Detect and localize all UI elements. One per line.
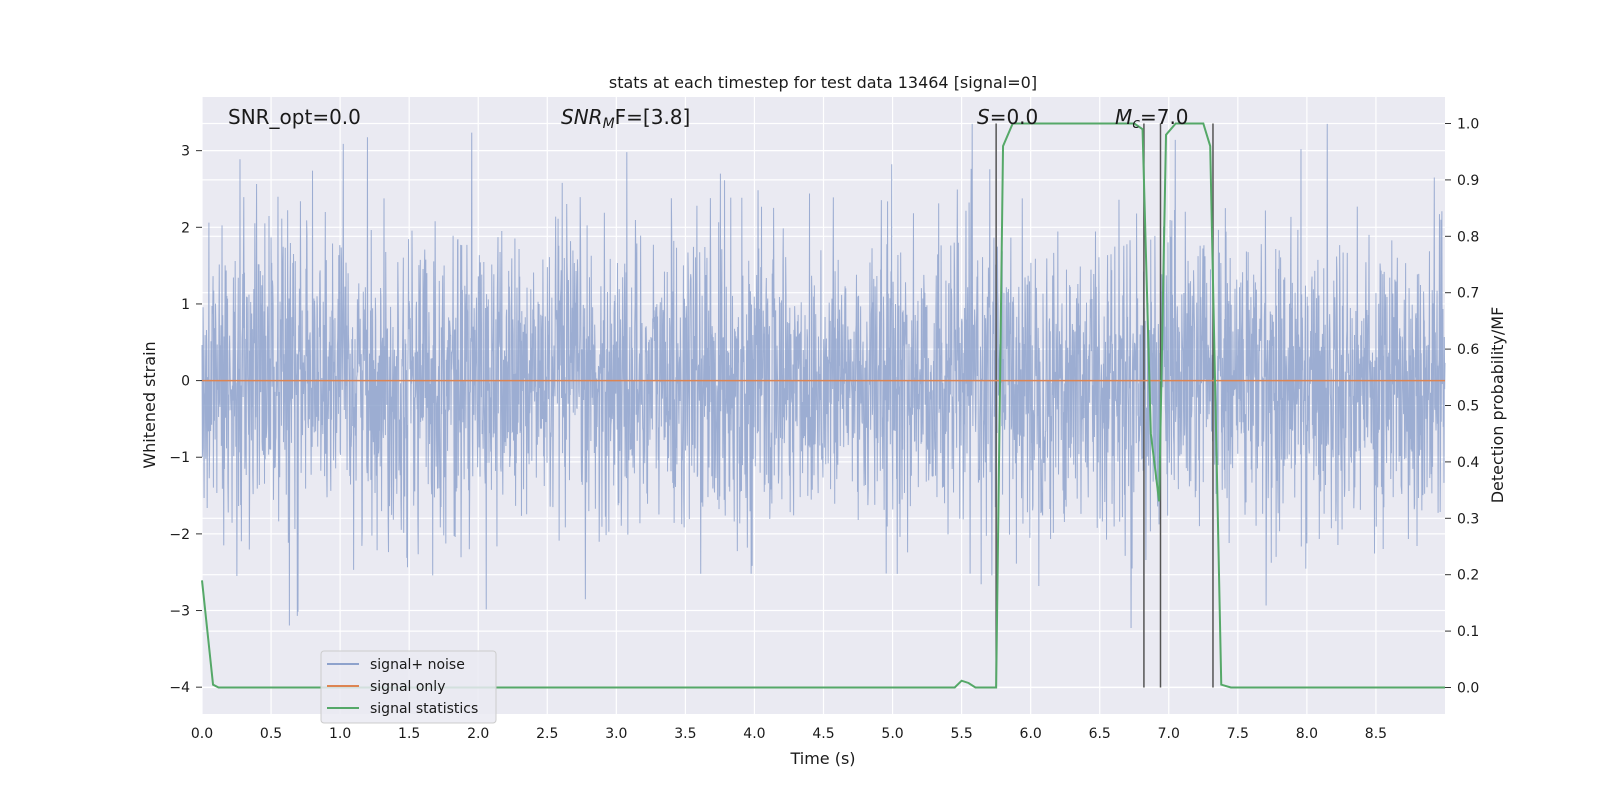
signal-statistics-line bbox=[201, 122, 1445, 689]
y-axis-left-label: Whitened strain bbox=[140, 341, 159, 468]
x-tick-label: 3.5 bbox=[674, 726, 696, 742]
annotation-snr-opt: SNR_opt=0.0 bbox=[228, 105, 361, 129]
x-tick-label: 6.0 bbox=[1020, 726, 1042, 742]
x-tick-label: 2.5 bbox=[536, 726, 558, 742]
x-axis-label: Time (s) bbox=[789, 749, 855, 768]
x-tick-label: 0.5 bbox=[260, 726, 282, 742]
y-right-tick-label: 0.4 bbox=[1457, 455, 1479, 471]
y-right-tick-label: 0.7 bbox=[1457, 286, 1479, 302]
y-left-tick-label: 3 bbox=[181, 144, 190, 160]
y-right-tick-label: 0.2 bbox=[1457, 568, 1479, 584]
legend-label-signal-noise: signal+ noise bbox=[370, 657, 465, 673]
legend-label-signal-statistics: signal statistics bbox=[370, 701, 478, 717]
x-tick-label: 5.0 bbox=[881, 726, 903, 742]
legend-label-signal-only: signal only bbox=[370, 679, 445, 695]
y-right-tick-label: 0.5 bbox=[1457, 399, 1479, 415]
x-tick-label: 7.5 bbox=[1227, 726, 1249, 742]
y-left-tick-label: −2 bbox=[169, 527, 190, 543]
x-tick-label: 3.0 bbox=[605, 726, 627, 742]
x-tick-label: 8.5 bbox=[1365, 726, 1387, 742]
y-right-tick-label: 0.0 bbox=[1457, 680, 1479, 696]
chart-title: stats at each timestep for test data 134… bbox=[609, 73, 1037, 92]
x-tick-label: 8.0 bbox=[1296, 726, 1318, 742]
y-left-tick-label: 1 bbox=[181, 297, 190, 313]
x-tick-label: 0.0 bbox=[191, 726, 213, 742]
y-left-tick-label: −1 bbox=[169, 450, 190, 466]
y-axis-right-label: Detection probability/MF bbox=[1488, 307, 1507, 504]
x-tick-label: 2.0 bbox=[467, 726, 489, 742]
y-left-tick-label: −3 bbox=[169, 604, 190, 620]
legend: signal+ noise signal only signal statist… bbox=[320, 650, 497, 724]
x-tick-label: 5.5 bbox=[950, 726, 972, 742]
annotation-mc: Mc=7.0 bbox=[1115, 105, 1189, 132]
y-right-tick-label: 0.8 bbox=[1457, 229, 1479, 245]
annotation-s: S=0.0 bbox=[977, 105, 1038, 129]
y-left-tick-label: 2 bbox=[181, 220, 190, 236]
y-right-tick-label: 0.9 bbox=[1457, 173, 1479, 189]
x-tick-label: 4.0 bbox=[743, 726, 765, 742]
y-left-tick-label: 0 bbox=[181, 374, 190, 390]
x-tick-label: 1.0 bbox=[329, 726, 351, 742]
y-right-tick-label: 0.6 bbox=[1457, 342, 1479, 358]
signal-noise-line bbox=[201, 123, 1446, 629]
legend-box bbox=[320, 650, 497, 724]
series-signal-statistics bbox=[201, 122, 1445, 689]
y-right-tick-label: 1.0 bbox=[1457, 117, 1479, 133]
y-right-tick-label: 0.1 bbox=[1457, 624, 1479, 640]
axis-ticks: 0.0 0.5 1.0 1.5 2.0 2.5 3.0 3.5 4.0 4.5 5.0 5.5 6.0 6… bbox=[169, 117, 1479, 742]
x-tick-label: 7.0 bbox=[1158, 726, 1180, 742]
x-tick-label: 1.5 bbox=[398, 726, 420, 742]
y-right-tick-label: 0.3 bbox=[1457, 511, 1479, 527]
series-signal-noise bbox=[201, 123, 1446, 629]
y-left-tick-label: −4 bbox=[169, 680, 190, 696]
x-tick-label: 4.5 bbox=[812, 726, 834, 742]
x-tick-label: 6.5 bbox=[1089, 726, 1111, 742]
annotation-snr-mf: SNRMF=[3.8] bbox=[561, 105, 690, 132]
